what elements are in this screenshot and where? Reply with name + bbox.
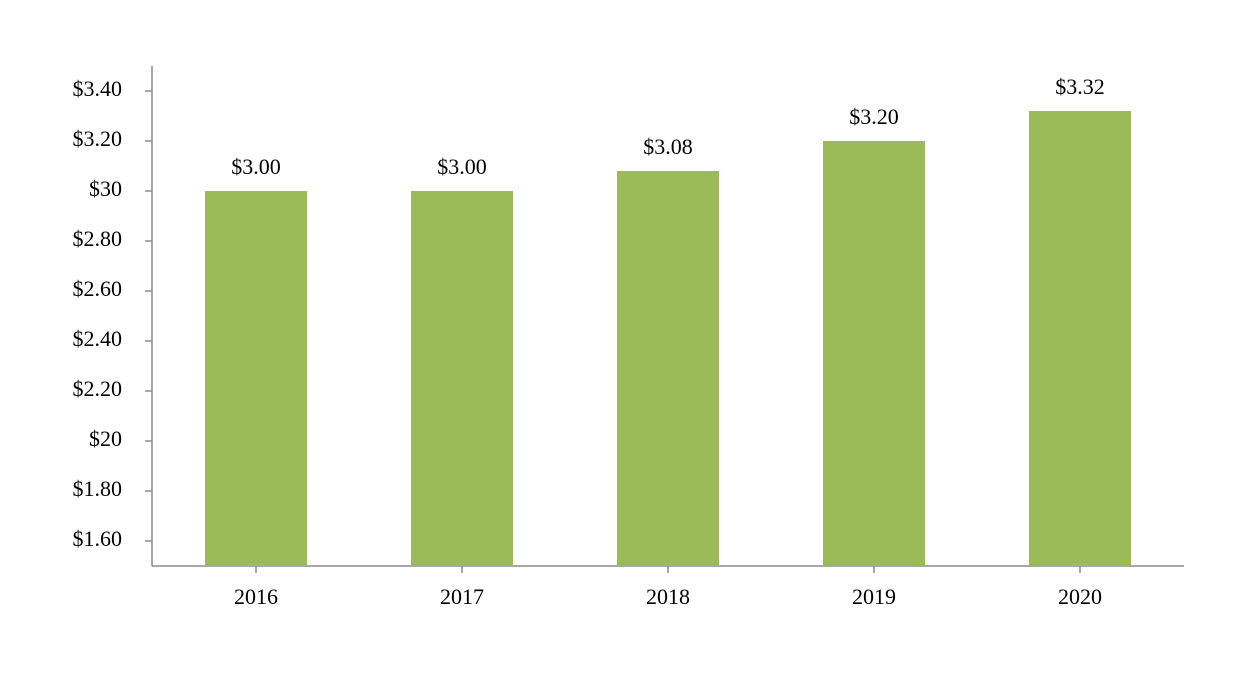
y-tick-label: $1.60 — [73, 526, 123, 551]
data-label: $3.08 — [643, 134, 693, 159]
data-label: $3.00 — [231, 154, 281, 179]
bar — [411, 191, 513, 566]
y-tick-label: $2.20 — [73, 376, 123, 401]
y-tick-label: $2.60 — [73, 276, 123, 301]
y-tick-label: $3.20 — [73, 126, 123, 151]
bar — [1029, 111, 1131, 566]
bar — [823, 141, 925, 566]
x-tick-label: 2018 — [646, 584, 690, 609]
x-tick-label: 2019 — [852, 584, 896, 609]
y-tick-label: $1.80 — [73, 476, 123, 501]
data-label: $3.00 — [437, 154, 487, 179]
x-tick-label: 2017 — [440, 584, 484, 609]
x-tick-label: 2020 — [1058, 584, 1102, 609]
y-tick-label: $30 — [89, 176, 122, 201]
bar — [617, 171, 719, 566]
y-tick-label: $2.80 — [73, 226, 123, 251]
data-label: $3.20 — [849, 104, 899, 129]
y-tick-label: $3.40 — [73, 76, 123, 101]
y-tick-label: $20 — [89, 426, 122, 451]
bar — [205, 191, 307, 566]
data-label: $3.32 — [1055, 74, 1105, 99]
y-tick-label: $2.40 — [73, 326, 123, 351]
x-tick-label: 2016 — [234, 584, 278, 609]
